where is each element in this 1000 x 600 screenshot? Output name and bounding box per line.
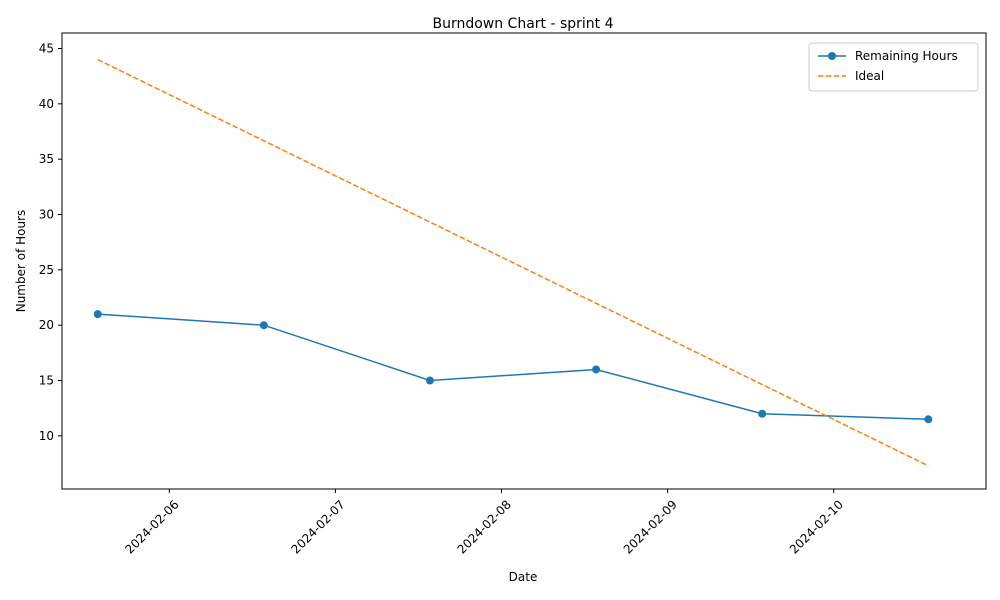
y-tick-label: 25 (39, 263, 54, 277)
ideal-line (97, 58, 929, 467)
y-axis-label: Number of Hours (14, 210, 28, 313)
legend-box (808, 42, 979, 92)
y-tick-label: 15 (39, 374, 54, 388)
chart-title: Burndown Chart - sprint 4 (432, 16, 613, 32)
legend-label: Remaining Hours (855, 49, 958, 63)
y-tick-label: 40 (39, 97, 54, 111)
x-axis-label: Date (509, 570, 538, 584)
series-layer (93, 58, 933, 467)
y-tick-label: 30 (39, 208, 54, 222)
remaining-hours-point (924, 415, 933, 424)
remaining-hours-line (97, 313, 929, 421)
legend-label: Ideal (855, 69, 884, 83)
remaining-hours-point (758, 409, 767, 418)
remaining-hours-point (425, 376, 434, 385)
y-axis-ticks: 10 15 20 25 30 35 40 45 (39, 41, 62, 443)
legend-marker (828, 52, 836, 60)
y-tick-label: 10 (39, 429, 54, 443)
legend: Remaining Hours Ideal (808, 42, 979, 92)
y-tick-label: 45 (39, 41, 54, 55)
remaining-hours-point (93, 310, 102, 319)
remaining-hours-point (259, 321, 268, 330)
y-tick-label: 20 (39, 318, 54, 332)
plot-frame (61, 32, 987, 490)
remaining-hours-point (592, 365, 601, 374)
y-tick-label: 35 (39, 152, 54, 166)
